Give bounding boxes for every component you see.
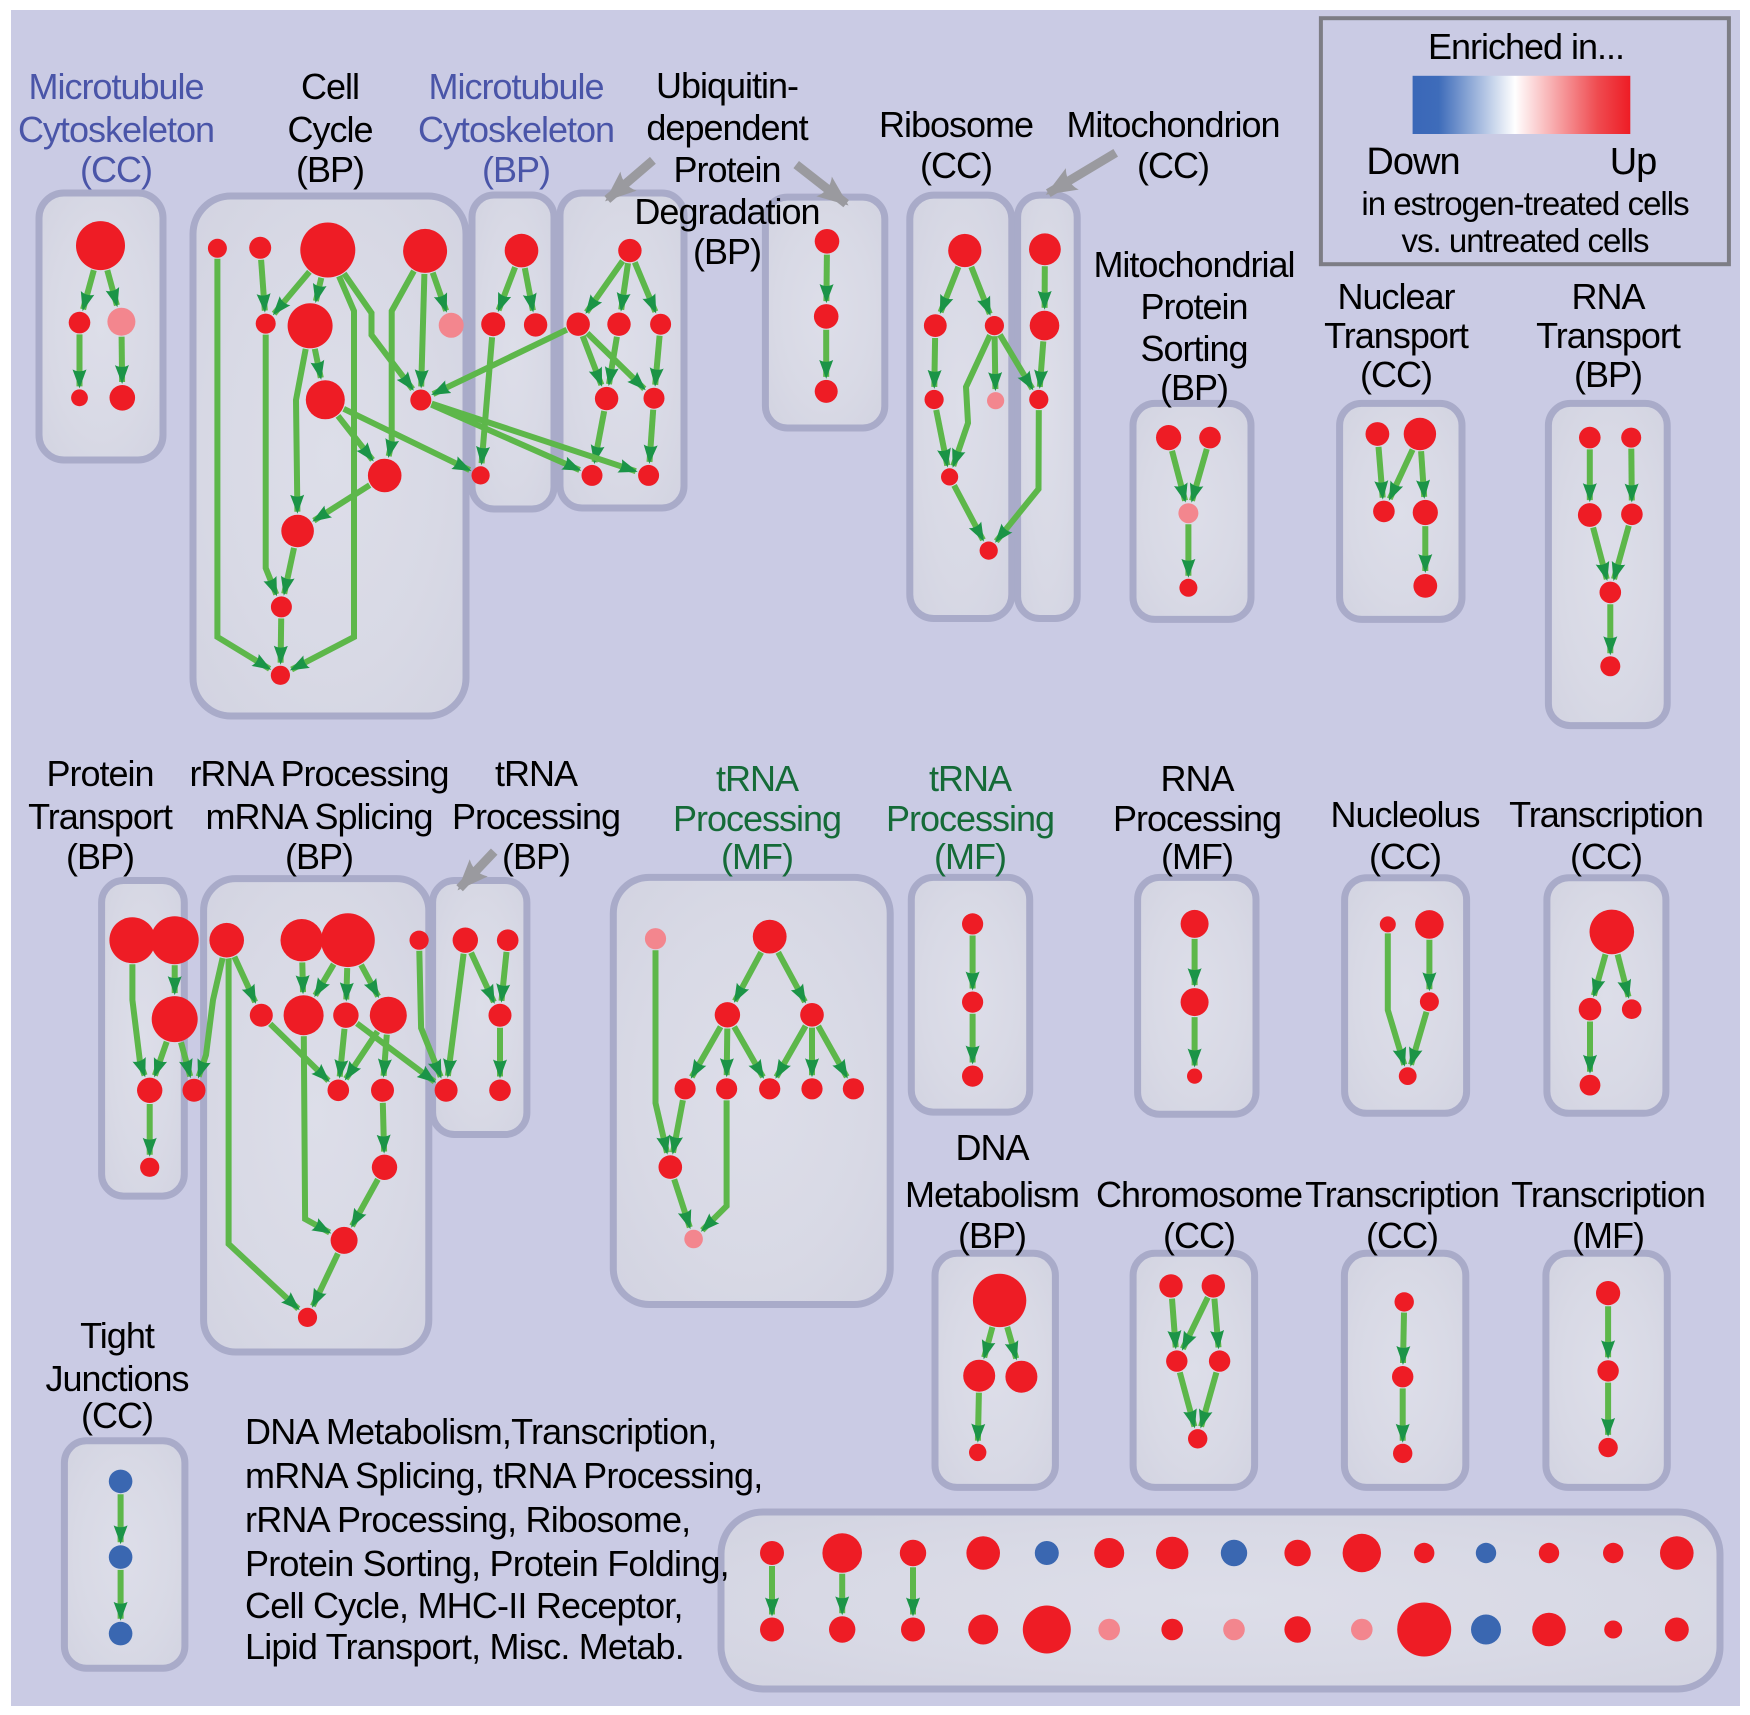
svg-text:Cell: Cell <box>301 66 359 107</box>
svg-text:Chromosome: Chromosome <box>1096 1174 1302 1215</box>
svg-text:Junctions: Junctions <box>45 1358 188 1399</box>
svg-text:tRNA: tRNA <box>495 753 578 794</box>
svg-text:Mitochondrion: Mitochondrion <box>1066 104 1279 145</box>
svg-text:(MF): (MF) <box>721 836 793 877</box>
svg-text:vs. untreated cells: vs. untreated cells <box>1402 222 1649 259</box>
svg-text:(CC): (CC) <box>1570 836 1642 877</box>
svg-text:(BP): (BP) <box>693 231 761 272</box>
svg-text:Processing: Processing <box>673 798 841 839</box>
svg-text:DNA: DNA <box>955 1127 1029 1168</box>
svg-text:(MF): (MF) <box>1572 1215 1644 1256</box>
svg-text:DNA Metabolism,Transcription,: DNA Metabolism,Transcription, <box>245 1411 717 1452</box>
svg-text:Transcription: Transcription <box>1305 1174 1499 1215</box>
svg-text:Nuclear: Nuclear <box>1337 276 1455 317</box>
svg-text:Metabolism: Metabolism <box>905 1174 1079 1215</box>
svg-text:Processing: Processing <box>1113 798 1281 839</box>
svg-text:Microtubule: Microtubule <box>28 66 203 107</box>
svg-text:Ubiquitin-: Ubiquitin- <box>656 65 798 106</box>
svg-text:Down: Down <box>1366 141 1459 183</box>
svg-text:Cytoskeleton: Cytoskeleton <box>418 109 614 150</box>
svg-text:Cell Cycle, MHC-II Receptor,: Cell Cycle, MHC-II Receptor, <box>245 1585 683 1626</box>
svg-text:rRNA Processing, Ribosome,: rRNA Processing, Ribosome, <box>245 1499 690 1540</box>
svg-text:Cycle: Cycle <box>287 109 372 150</box>
svg-text:(CC): (CC) <box>1366 1215 1438 1256</box>
svg-text:RNA: RNA <box>1571 276 1645 317</box>
svg-text:rRNA Processing: rRNA Processing <box>189 753 448 794</box>
svg-text:in estrogen-treated cells: in estrogen-treated cells <box>1361 185 1689 222</box>
svg-text:(CC): (CC) <box>80 149 152 190</box>
svg-text:Cytoskeleton: Cytoskeleton <box>18 109 214 150</box>
svg-text:Protein Sorting, Protein Foldi: Protein Sorting, Protein Folding, <box>245 1543 729 1584</box>
svg-text:Mitochondrial: Mitochondrial <box>1093 244 1294 285</box>
svg-text:Tight: Tight <box>80 1315 155 1356</box>
svg-text:(BP): (BP) <box>1574 354 1642 395</box>
svg-text:Protein: Protein <box>1140 286 1247 327</box>
svg-text:(MF): (MF) <box>934 836 1006 877</box>
svg-text:Processing: Processing <box>886 798 1054 839</box>
svg-text:Protein: Protein <box>46 753 153 794</box>
svg-text:(BP): (BP) <box>482 149 550 190</box>
svg-text:(MF): (MF) <box>1161 836 1233 877</box>
svg-text:mRNA Splicing, tRNA Processing: mRNA Splicing, tRNA Processing, <box>245 1455 762 1496</box>
svg-text:(CC): (CC) <box>81 1395 153 1436</box>
svg-text:Microtubule: Microtubule <box>428 66 603 107</box>
svg-text:(BP): (BP) <box>296 149 364 190</box>
svg-text:Transport: Transport <box>1324 315 1469 356</box>
svg-text:Up: Up <box>1610 141 1657 183</box>
svg-text:tRNA: tRNA <box>716 758 799 799</box>
svg-text:Processing: Processing <box>452 796 620 837</box>
svg-text:Ribosome: Ribosome <box>879 104 1033 145</box>
svg-text:(CC): (CC) <box>1360 354 1432 395</box>
svg-text:Enriched in...: Enriched in... <box>1428 26 1624 67</box>
svg-text:Sorting: Sorting <box>1140 328 1247 369</box>
svg-text:(CC): (CC) <box>1163 1215 1235 1256</box>
svg-text:(CC): (CC) <box>920 145 992 186</box>
svg-text:RNA: RNA <box>1160 758 1234 799</box>
svg-text:tRNA: tRNA <box>929 758 1012 799</box>
svg-text:Transcription: Transcription <box>1511 1174 1705 1215</box>
svg-text:Transport: Transport <box>28 796 173 837</box>
svg-text:Nucleolus: Nucleolus <box>1330 794 1479 835</box>
svg-text:Degradation: Degradation <box>634 191 819 232</box>
svg-text:(BP): (BP) <box>285 836 353 877</box>
svg-text:(CC): (CC) <box>1369 836 1441 877</box>
svg-text:Protein: Protein <box>673 149 780 190</box>
svg-text:Transcription: Transcription <box>1509 794 1703 835</box>
svg-text:Transport: Transport <box>1536 315 1681 356</box>
svg-text:(BP): (BP) <box>66 836 134 877</box>
svg-text:mRNA Splicing: mRNA Splicing <box>205 796 432 837</box>
svg-text:(BP): (BP) <box>1160 367 1228 408</box>
svg-text:Lipid Transport, Misc. Metab.: Lipid Transport, Misc. Metab. <box>245 1626 684 1667</box>
svg-text:(BP): (BP) <box>958 1215 1026 1256</box>
svg-text:(BP): (BP) <box>502 836 570 877</box>
svg-text:dependent: dependent <box>646 107 808 148</box>
svg-text:(CC): (CC) <box>1137 145 1209 186</box>
